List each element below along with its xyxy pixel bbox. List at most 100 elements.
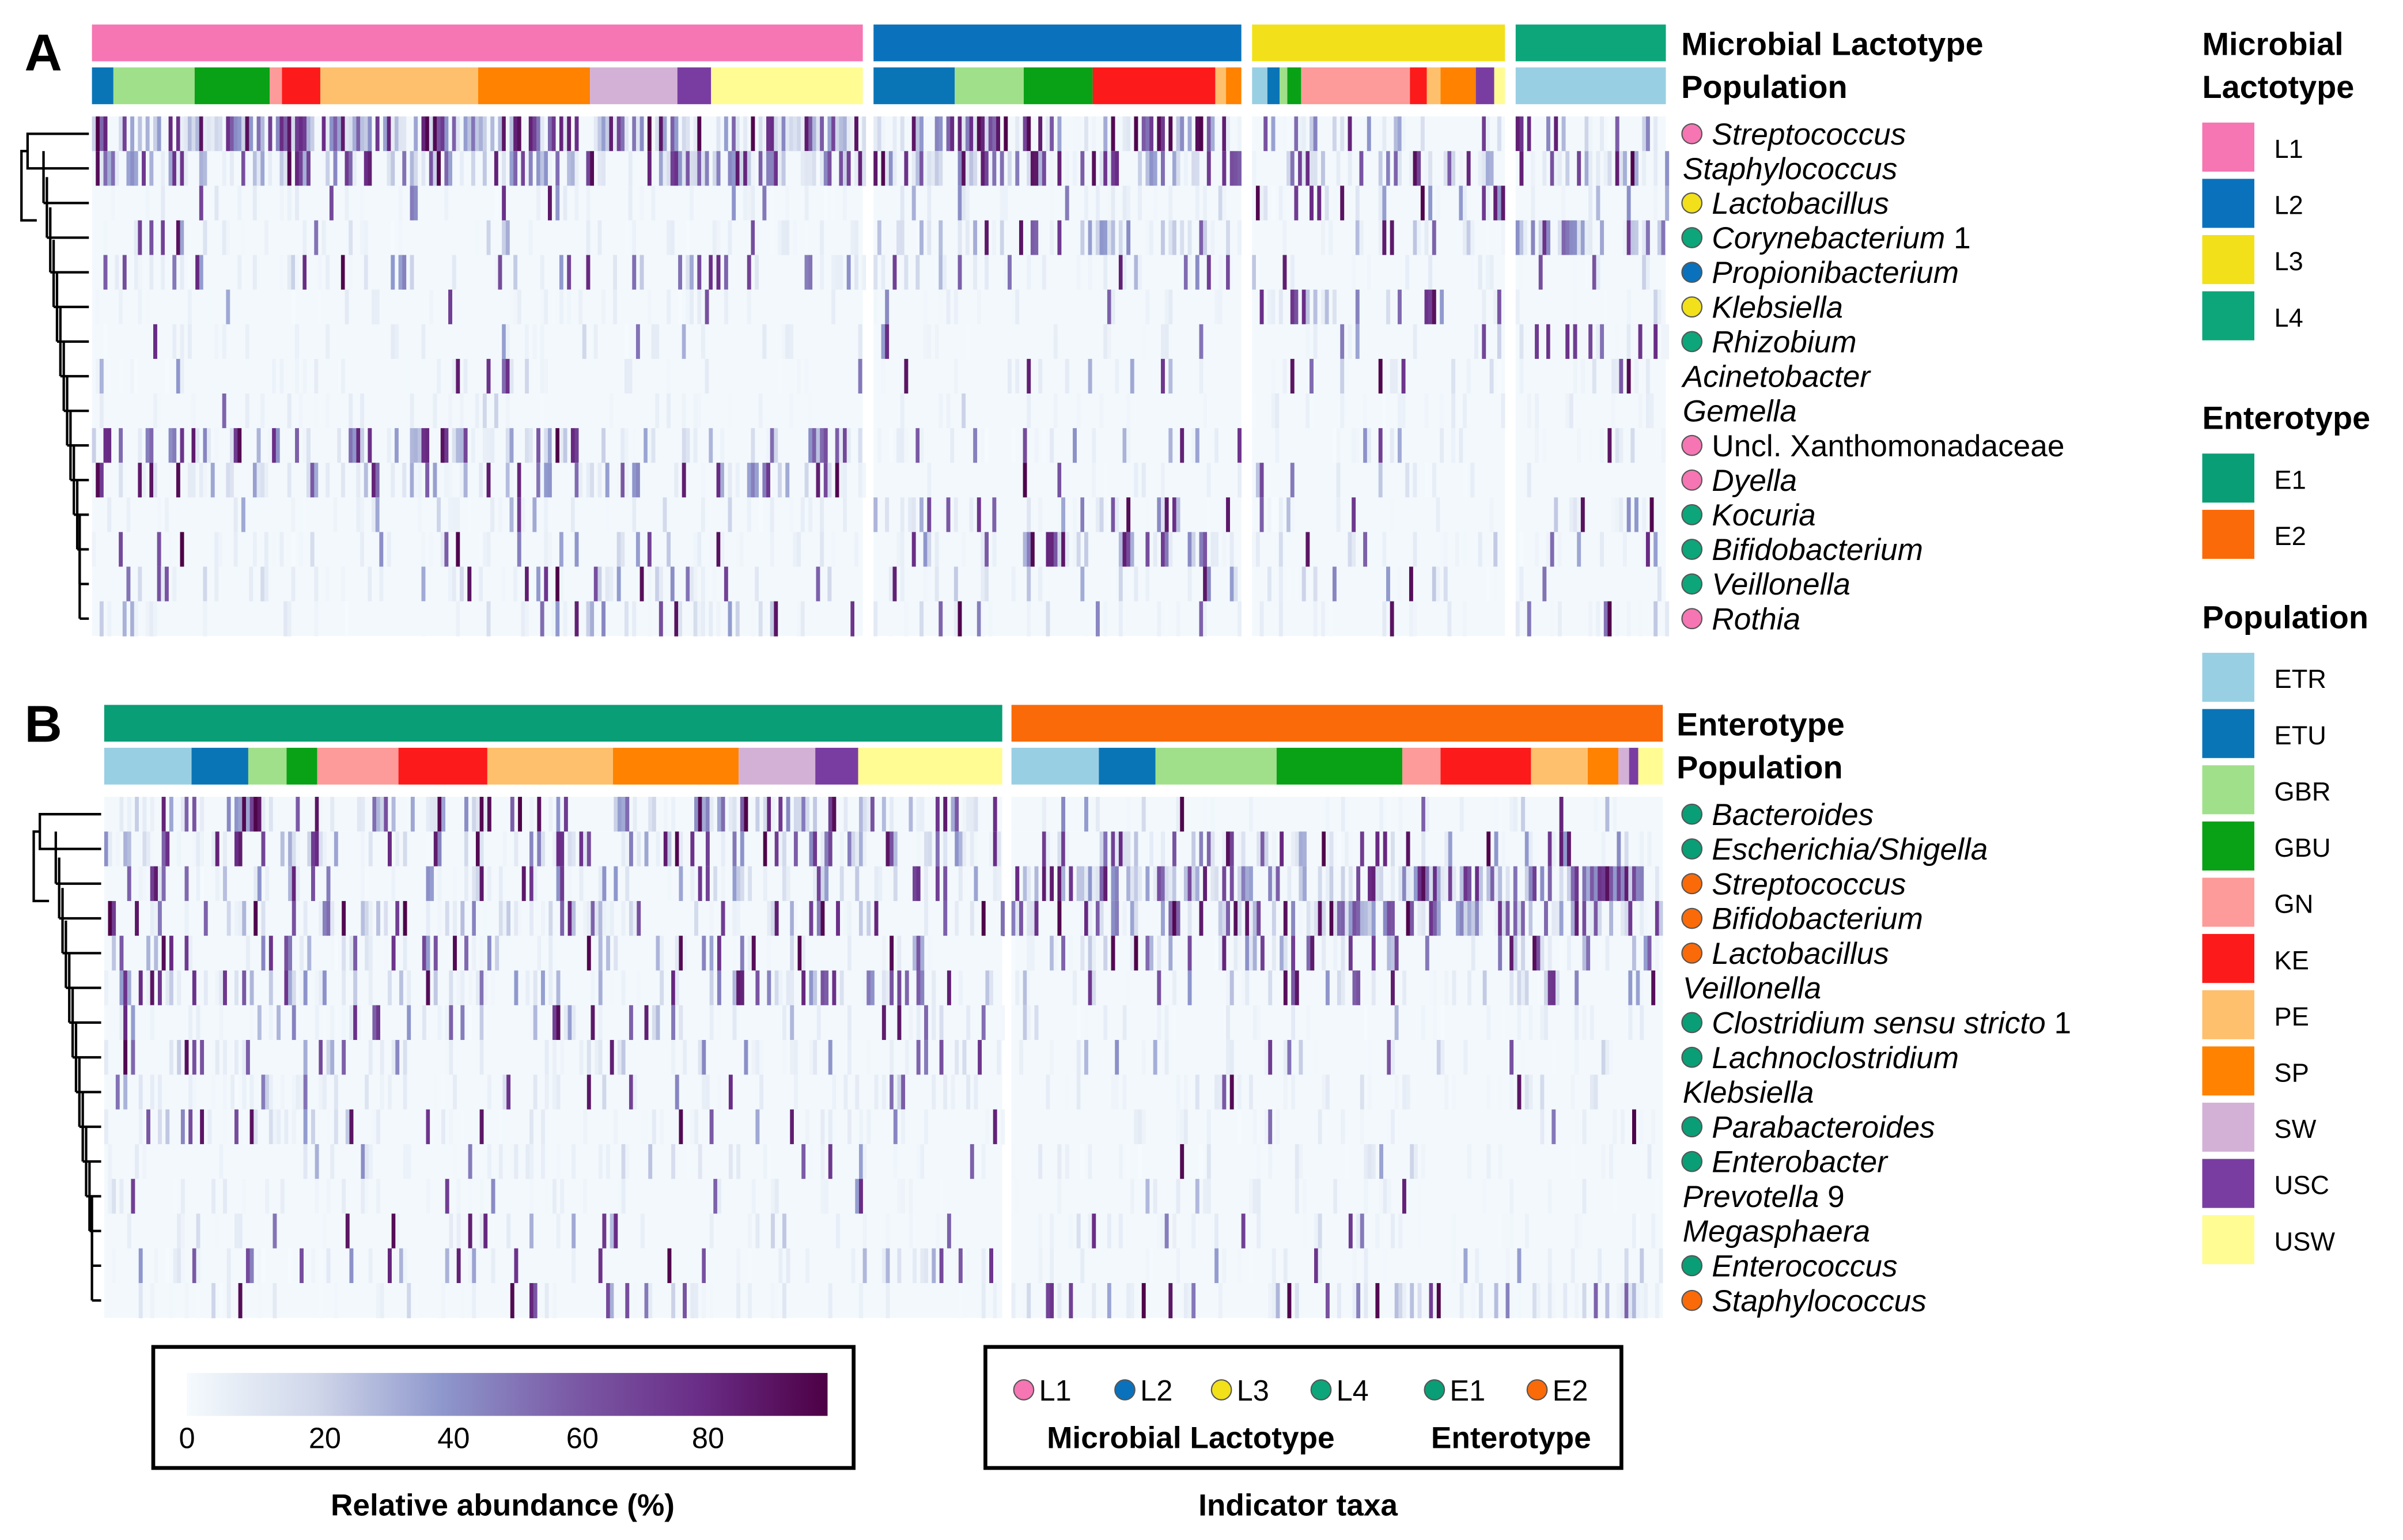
- heatmap-cell: [755, 797, 760, 833]
- heatmap-cell: [716, 463, 721, 498]
- heatmap-cell: [1122, 220, 1127, 256]
- heatmap-cell: [897, 1005, 902, 1040]
- heatmap-cell: [716, 220, 721, 256]
- heatmap-cell: [1517, 1074, 1522, 1110]
- heatmap-cell: [1206, 1109, 1211, 1145]
- heatmap-cell: [1382, 393, 1387, 429]
- heatmap-cell: [800, 497, 805, 533]
- heatmap-cell: [1191, 1283, 1196, 1319]
- heatmap-cell: [989, 970, 993, 1006]
- heatmap-cell: [702, 936, 706, 971]
- heatmap-cell: [1463, 186, 1467, 221]
- heatmap-cell: [1301, 151, 1306, 187]
- heatmap-cell: [652, 1109, 656, 1145]
- heatmap-cell: [368, 1040, 373, 1076]
- heatmap-cell: [682, 428, 686, 464]
- heatmap-cell: [1653, 151, 1658, 187]
- heatmap-cell: [1594, 900, 1598, 936]
- heatmap-cell: [1566, 936, 1571, 971]
- heatmap-cell: [222, 151, 226, 187]
- heatmap-cell: [1443, 566, 1448, 602]
- heatmap-cell: [911, 186, 916, 221]
- heatmap-cell: [732, 936, 737, 971]
- heatmap-cell: [1433, 970, 1437, 1006]
- heatmap-cell: [449, 1109, 453, 1145]
- heatmap-cell: [1099, 831, 1104, 867]
- heatmap-cell: [1417, 151, 1421, 187]
- heatmap-cell: [92, 532, 96, 567]
- heatmap-cell: [1425, 797, 1429, 833]
- heatmap-cell: [1015, 866, 1020, 902]
- heatmap-cell: [1657, 220, 1662, 256]
- heatmap-cell: [847, 831, 852, 867]
- row-label-name: Klebsiella: [1712, 290, 1843, 324]
- heatmap-cell: [873, 116, 878, 152]
- heatmap-cell: [252, 151, 257, 187]
- heatmap-cell: [579, 1040, 584, 1076]
- heatmap-cell: [939, 220, 943, 256]
- heatmap-cell: [793, 220, 797, 256]
- heatmap-cell: [1494, 1283, 1498, 1319]
- heatmap-cell: [702, 1248, 706, 1284]
- heatmap-cell: [1080, 936, 1085, 971]
- heatmap-cell: [824, 831, 829, 867]
- heatmap-cell: [560, 797, 565, 833]
- heatmap-cell: [1527, 393, 1531, 429]
- heatmap-cell: [981, 1005, 986, 1040]
- heatmap-cell: [368, 566, 372, 602]
- heatmap-cell: [295, 116, 299, 152]
- heatmap-cell: [602, 1040, 607, 1076]
- heatmap-cell: [1257, 1144, 1261, 1179]
- heatmap-cell: [981, 1283, 986, 1319]
- heatmap-cell: [498, 900, 503, 936]
- heatmap-cell: [1099, 393, 1104, 429]
- heatmap-cell: [1206, 463, 1211, 498]
- heatmap-row-bg: [92, 428, 863, 463]
- heatmap-cell: [482, 151, 487, 187]
- heatmap-cell: [395, 831, 400, 867]
- heatmap-cell: [1000, 220, 1004, 256]
- heatmap-cell: [913, 866, 917, 902]
- heatmap-cell: [1276, 1283, 1280, 1319]
- heatmap-cell: [1440, 289, 1444, 325]
- heatmap-cell: [1428, 151, 1433, 187]
- heatmap-cell: [1573, 289, 1577, 325]
- heatmap-cell: [751, 116, 755, 152]
- heatmap-cell: [744, 797, 748, 833]
- heatmap-cell: [904, 151, 909, 187]
- heatmap-cell: [1271, 497, 1276, 533]
- heatmap-cell: [740, 866, 744, 902]
- heatmap-cell: [855, 831, 860, 867]
- heatmap-cell: [1466, 151, 1471, 187]
- heatmap-cell: [168, 220, 173, 256]
- heatmap-cell: [1559, 866, 1564, 902]
- heatmap-cell: [1352, 1283, 1357, 1319]
- heatmap-cell: [586, 936, 591, 971]
- indicator-legend-dot-l2: [1114, 1379, 1136, 1401]
- heatmap-cell: [874, 1074, 879, 1110]
- heatmap-cell: [1436, 900, 1441, 936]
- heatmap-cell: [762, 186, 767, 221]
- heatmap-cell: [1271, 900, 1276, 936]
- heatmap-cell: [514, 831, 519, 867]
- heatmap-cell: [315, 1005, 319, 1040]
- heatmap-cell: [1080, 1248, 1085, 1284]
- heatmap-cell: [1180, 1248, 1185, 1284]
- heatmap-cell: [1238, 1074, 1242, 1110]
- heatmap-cell: [437, 866, 442, 902]
- heatmap-cell: [1306, 936, 1311, 971]
- heatmap-cell: [1305, 324, 1310, 360]
- heatmap-cell: [1582, 1179, 1587, 1214]
- heatmap-cell: [1238, 151, 1242, 187]
- heatmap-cell: [1095, 497, 1100, 533]
- heatmap-cell: [1283, 936, 1288, 971]
- heatmap-cell: [1268, 1040, 1273, 1076]
- heatmap-cell: [850, 601, 855, 637]
- heatmap-cell: [832, 797, 837, 833]
- heatmap-cell: [900, 186, 905, 221]
- heatmap-cell: [533, 866, 538, 902]
- heatmap-cell: [1571, 866, 1575, 902]
- heatmap-cell: [1410, 1283, 1414, 1319]
- heatmap-cell: [403, 936, 407, 971]
- heatmap-cell: [934, 324, 939, 360]
